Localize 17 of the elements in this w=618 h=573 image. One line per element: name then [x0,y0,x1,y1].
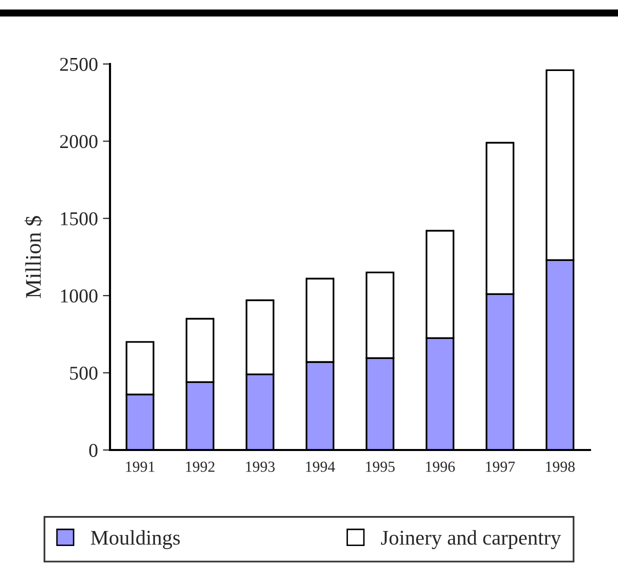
y-tick-label: 2500 [60,58,98,71]
x-tick-label: 1995 [366,462,395,472]
x-tick-label: 1991 [126,462,154,472]
y-tick-label: 1500 [61,212,98,226]
y-tick-label: 0 [89,444,98,457]
y-tick-label: 500 [70,366,98,380]
x-tick-label: 1997 [486,462,515,472]
x-tick-label: 1998 [546,462,575,472]
y-tick-label: 1000 [61,289,98,303]
legend-label: Joinery and carpentry [381,530,561,550]
y-tick-label: 2000 [60,135,98,148]
x-tick-label: 1993 [246,462,275,472]
x-tick-label: 1992 [186,462,214,472]
x-tick-label: 1994 [306,462,336,472]
legend-label: Mouldings [90,530,180,550]
y-axis-title: Million $ [24,216,42,298]
x-tick-label: 1996 [426,462,455,472]
